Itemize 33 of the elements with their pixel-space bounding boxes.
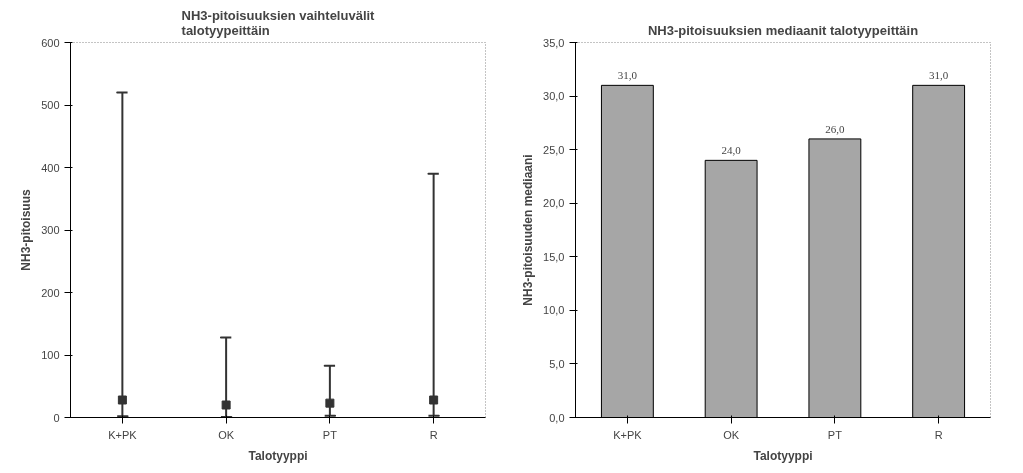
x-tick-label: PT	[827, 428, 843, 441]
chart-title: NH3-pitoisuuksien vaihteluvälit talotyypeittäin	[181, 7, 376, 38]
x-axis-title: Talotyyppi	[753, 448, 813, 463]
data-label: 24,0	[721, 144, 742, 157]
x-tick-label: OK	[723, 428, 740, 441]
x-axis-title: Talotyyppi	[248, 448, 308, 463]
data-label: 31,0	[929, 69, 949, 82]
y-tick-label: 25,0	[543, 143, 565, 156]
y-tick-label: 30,0	[543, 90, 565, 103]
y-axis-title: NH3-pitoisuus	[19, 189, 34, 271]
data-label: 31,0	[617, 69, 638, 82]
y-tick-label: 20,0	[543, 197, 565, 210]
y-tick-label: 5,0	[549, 357, 565, 370]
x-tick-label: R	[429, 428, 438, 441]
x-tick-label: PT	[322, 428, 338, 441]
y-tick-label: 600	[41, 36, 60, 49]
y-tick-label: 10,0	[543, 304, 565, 317]
y-axis-title: NH3-pitoisuuden mediaani	[521, 154, 536, 306]
chart-title: NH3-pitoisuuksien mediaanit talotyypeittäin	[647, 22, 919, 38]
y-tick-label: 35,0	[543, 36, 565, 49]
x-tick-label: K+PK	[613, 428, 643, 441]
data-label: 26,0	[825, 122, 845, 135]
x-tick-label: K+PK	[108, 428, 138, 441]
y-tick-label: 0	[53, 411, 60, 424]
x-tick-label: OK	[218, 428, 235, 441]
y-tick-label: 0,0	[549, 411, 565, 424]
x-tick-label: R	[934, 428, 943, 441]
y-tick-label: 300	[41, 224, 60, 236]
y-tick-label: 15,0	[543, 250, 565, 263]
y-tick-label: 400	[41, 161, 60, 174]
y-tick-label: 200	[41, 286, 60, 299]
y-tick-label: 500	[41, 99, 60, 111]
y-tick-label: 100	[41, 349, 60, 361]
